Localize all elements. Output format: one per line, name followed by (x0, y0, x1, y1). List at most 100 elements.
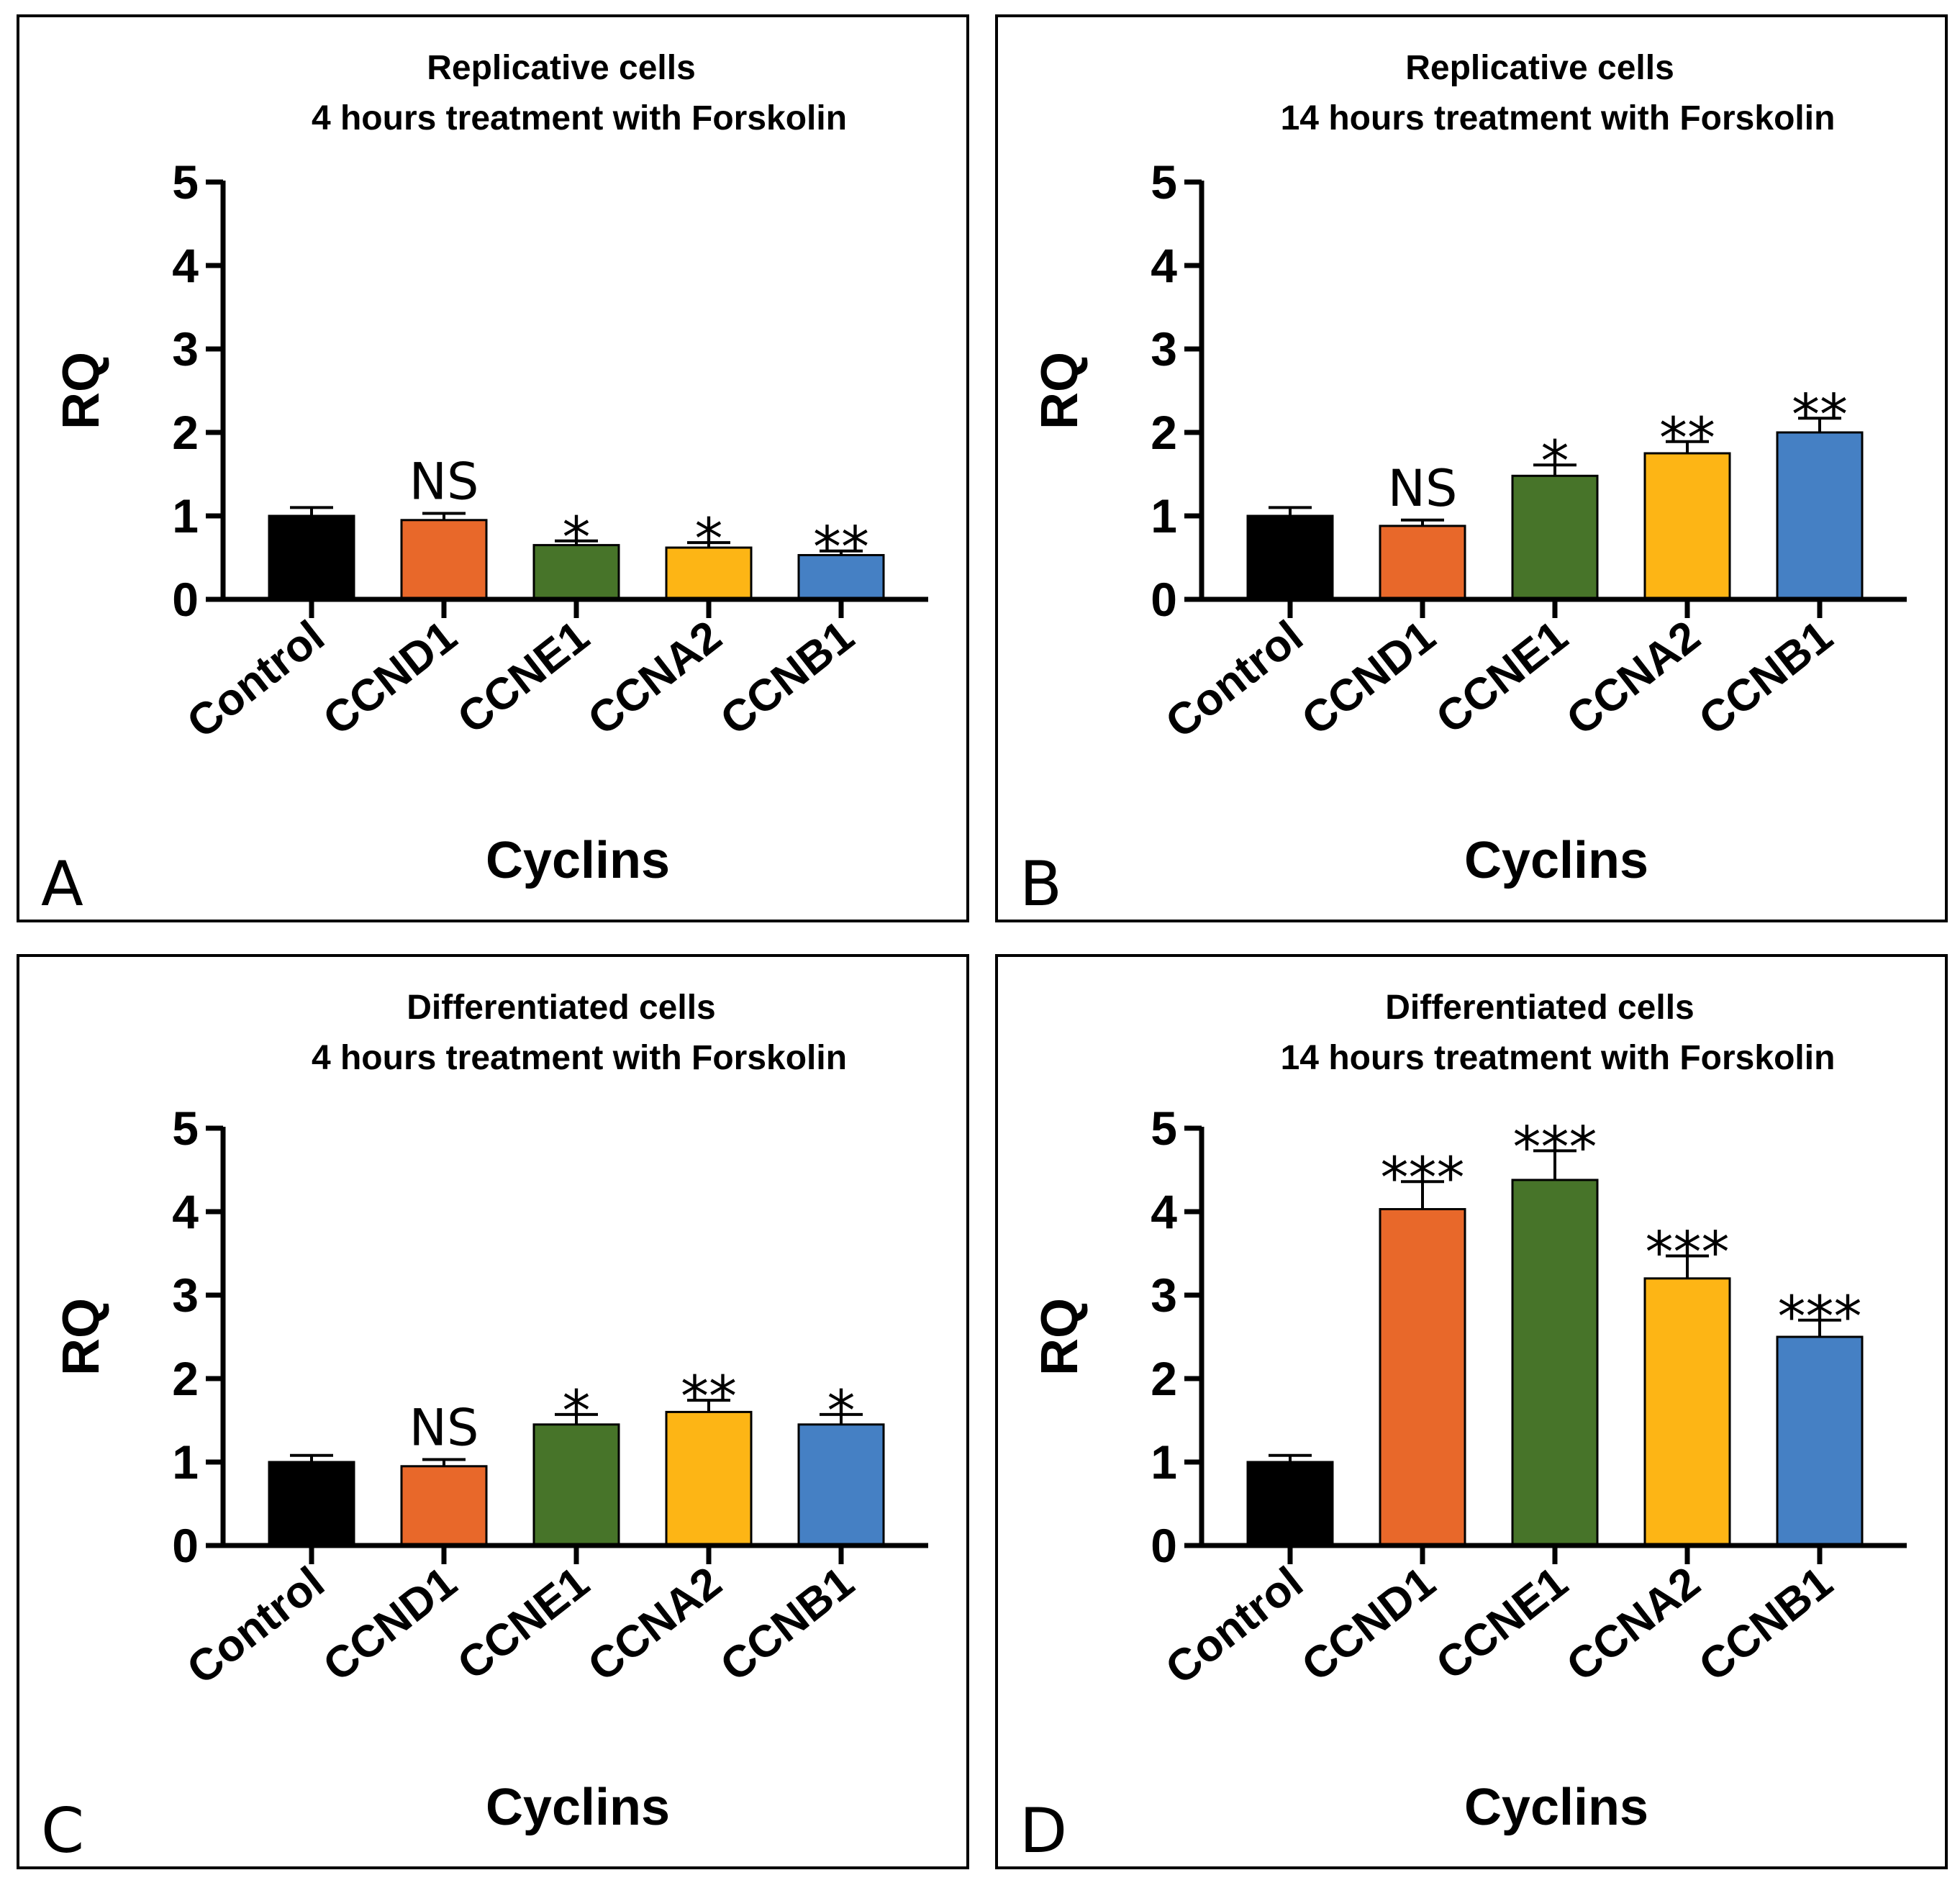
significance-ccnd1: NS (409, 453, 479, 512)
y-tick-label: 0 (172, 1519, 199, 1572)
bar-control (268, 514, 355, 601)
panel-frame (17, 954, 969, 1869)
significance-ccnb1: ** (1792, 383, 1848, 448)
y-tick-label: 1 (172, 489, 199, 543)
y-tick-label: 5 (1151, 155, 1177, 209)
panel-c: Differentiated cells 4 hours treatment wi… (17, 954, 969, 1869)
x-tick-label-ccnb1: CCNB1 (712, 1558, 863, 1692)
bar-control (268, 1461, 355, 1547)
x-tick-label-ccnb1: CCNB1 (1690, 1558, 1842, 1692)
panel-subtitle: 4 hours treatment with Forskolin (312, 1039, 847, 1077)
panel-frame (17, 14, 969, 922)
x-tick-label-ccnd1: CCND1 (1293, 612, 1445, 745)
bar-ccnd1 (1379, 525, 1466, 601)
panel-subtitle: 14 hours treatment with Forskolin (1281, 99, 1836, 137)
y-tick-label: 1 (172, 1435, 199, 1489)
x-tick-label-ccnb1: CCNB1 (1690, 612, 1842, 745)
bar-ccna2 (1643, 452, 1731, 601)
x-tick-label-ccne1: CCNE1 (1428, 612, 1577, 744)
y-tick-label: 5 (1151, 1102, 1177, 1155)
bar-ccnd1 (400, 1465, 488, 1547)
y-tick-label: 3 (172, 322, 199, 376)
bar-ccnd1 (1379, 1208, 1466, 1547)
y-tick-label: 4 (1151, 239, 1177, 292)
y-tick-label: 0 (1151, 573, 1177, 626)
y-tick-label: 5 (172, 155, 199, 209)
bar-ccna2 (665, 546, 753, 601)
x-tick-label-control: Control (178, 1558, 333, 1694)
significance-ccne1: * (563, 1379, 591, 1444)
y-axis-label: RQ (53, 352, 110, 430)
significance-ccne1: * (1541, 430, 1569, 494)
bar-ccnb1 (797, 1423, 885, 1547)
x-tick-label-ccna2: CCNA2 (1558, 1558, 1710, 1692)
significance-ccnb1: * (827, 1379, 856, 1444)
panel-title: Replicative cells (1405, 49, 1674, 87)
significance-ccnb1: ** (813, 516, 869, 581)
bar-control (1246, 514, 1334, 601)
panel-subtitle: 14 hours treatment with Forskolin (1281, 1039, 1836, 1077)
panel-d: Differentiated cells 14 hours treatment w… (995, 954, 1948, 1869)
y-axis-label: RQ (1031, 352, 1089, 430)
x-tick-label-ccnd1: CCND1 (314, 612, 466, 745)
significance-ccnd1: NS (409, 1399, 479, 1458)
y-tick-label: 4 (172, 239, 199, 292)
panel-a: Replicative cells 4 hours treatment with … (17, 14, 969, 922)
panel-frame (995, 954, 1948, 1869)
panel-title: Replicative cells (427, 49, 696, 87)
x-tick-label-ccna2: CCNA2 (579, 1558, 731, 1692)
x-tick-label-ccne1: CCNE1 (449, 612, 599, 744)
bar-ccne1 (532, 1423, 620, 1547)
panel-letter: C (41, 1795, 84, 1867)
bar-control (1246, 1461, 1334, 1547)
x-axis-label: Cyclins (1464, 1779, 1648, 1836)
x-tick-label-ccnd1: CCND1 (1293, 1558, 1445, 1692)
y-tick-label: 4 (1151, 1185, 1177, 1238)
y-tick-label: 0 (1151, 1519, 1177, 1572)
y-tick-label: 4 (172, 1185, 199, 1238)
bar-ccne1 (1511, 1179, 1599, 1547)
y-axis-label: RQ (53, 1298, 110, 1376)
significance-ccna2: ** (681, 1365, 737, 1430)
significance-ccnb1: *** (1778, 1285, 1862, 1350)
y-tick-label: 0 (172, 573, 199, 626)
panel-title: Differentiated cells (407, 989, 715, 1027)
significance-ccne1: * (563, 506, 591, 571)
y-tick-label: 3 (1151, 1268, 1177, 1322)
x-tick-label-ccnd1: CCND1 (314, 1558, 466, 1692)
y-tick-label: 1 (1151, 489, 1177, 543)
bar-ccnb1 (1776, 431, 1864, 601)
x-tick-label-ccne1: CCNE1 (449, 1558, 599, 1690)
panel-letter: A (41, 848, 83, 920)
panel-letter: D (1020, 1795, 1067, 1867)
bar-ccnb1 (1776, 1335, 1864, 1547)
bar-ccna2 (665, 1410, 753, 1547)
bar-ccnd1 (400, 519, 488, 601)
y-tick-label: 2 (172, 1352, 199, 1405)
significance-ccne1: *** (1513, 1115, 1597, 1180)
panel-b: Replicative cells 14 hours treatment with… (995, 14, 1948, 922)
panel-subtitle: 4 hours treatment with Forskolin (312, 99, 847, 137)
significance-ccnd1: *** (1381, 1146, 1465, 1211)
y-tick-label: 1 (1151, 1435, 1177, 1489)
x-tick-label-control: Control (1156, 1558, 1312, 1694)
x-tick-label-ccnb1: CCNB1 (712, 612, 863, 745)
y-axis-label: RQ (1031, 1298, 1089, 1376)
y-tick-label: 5 (172, 1102, 199, 1155)
y-tick-label: 2 (1151, 406, 1177, 459)
x-tick-label-ccne1: CCNE1 (1428, 1558, 1577, 1690)
significance-ccna2: * (695, 507, 723, 572)
x-tick-label-ccna2: CCNA2 (1558, 612, 1710, 745)
bar-ccna2 (1643, 1277, 1731, 1547)
y-tick-label: 2 (1151, 1352, 1177, 1405)
significance-ccna2: *** (1646, 1220, 1730, 1285)
x-tick-label-ccna2: CCNA2 (579, 612, 731, 745)
x-tick-label-control: Control (1156, 612, 1312, 748)
y-tick-label: 2 (172, 406, 199, 459)
y-tick-label: 3 (1151, 322, 1177, 376)
significance-ccnd1: NS (1388, 459, 1458, 518)
panel-letter: B (1020, 848, 1062, 920)
y-tick-label: 3 (172, 1268, 199, 1322)
panel-title: Differentiated cells (1385, 989, 1694, 1027)
